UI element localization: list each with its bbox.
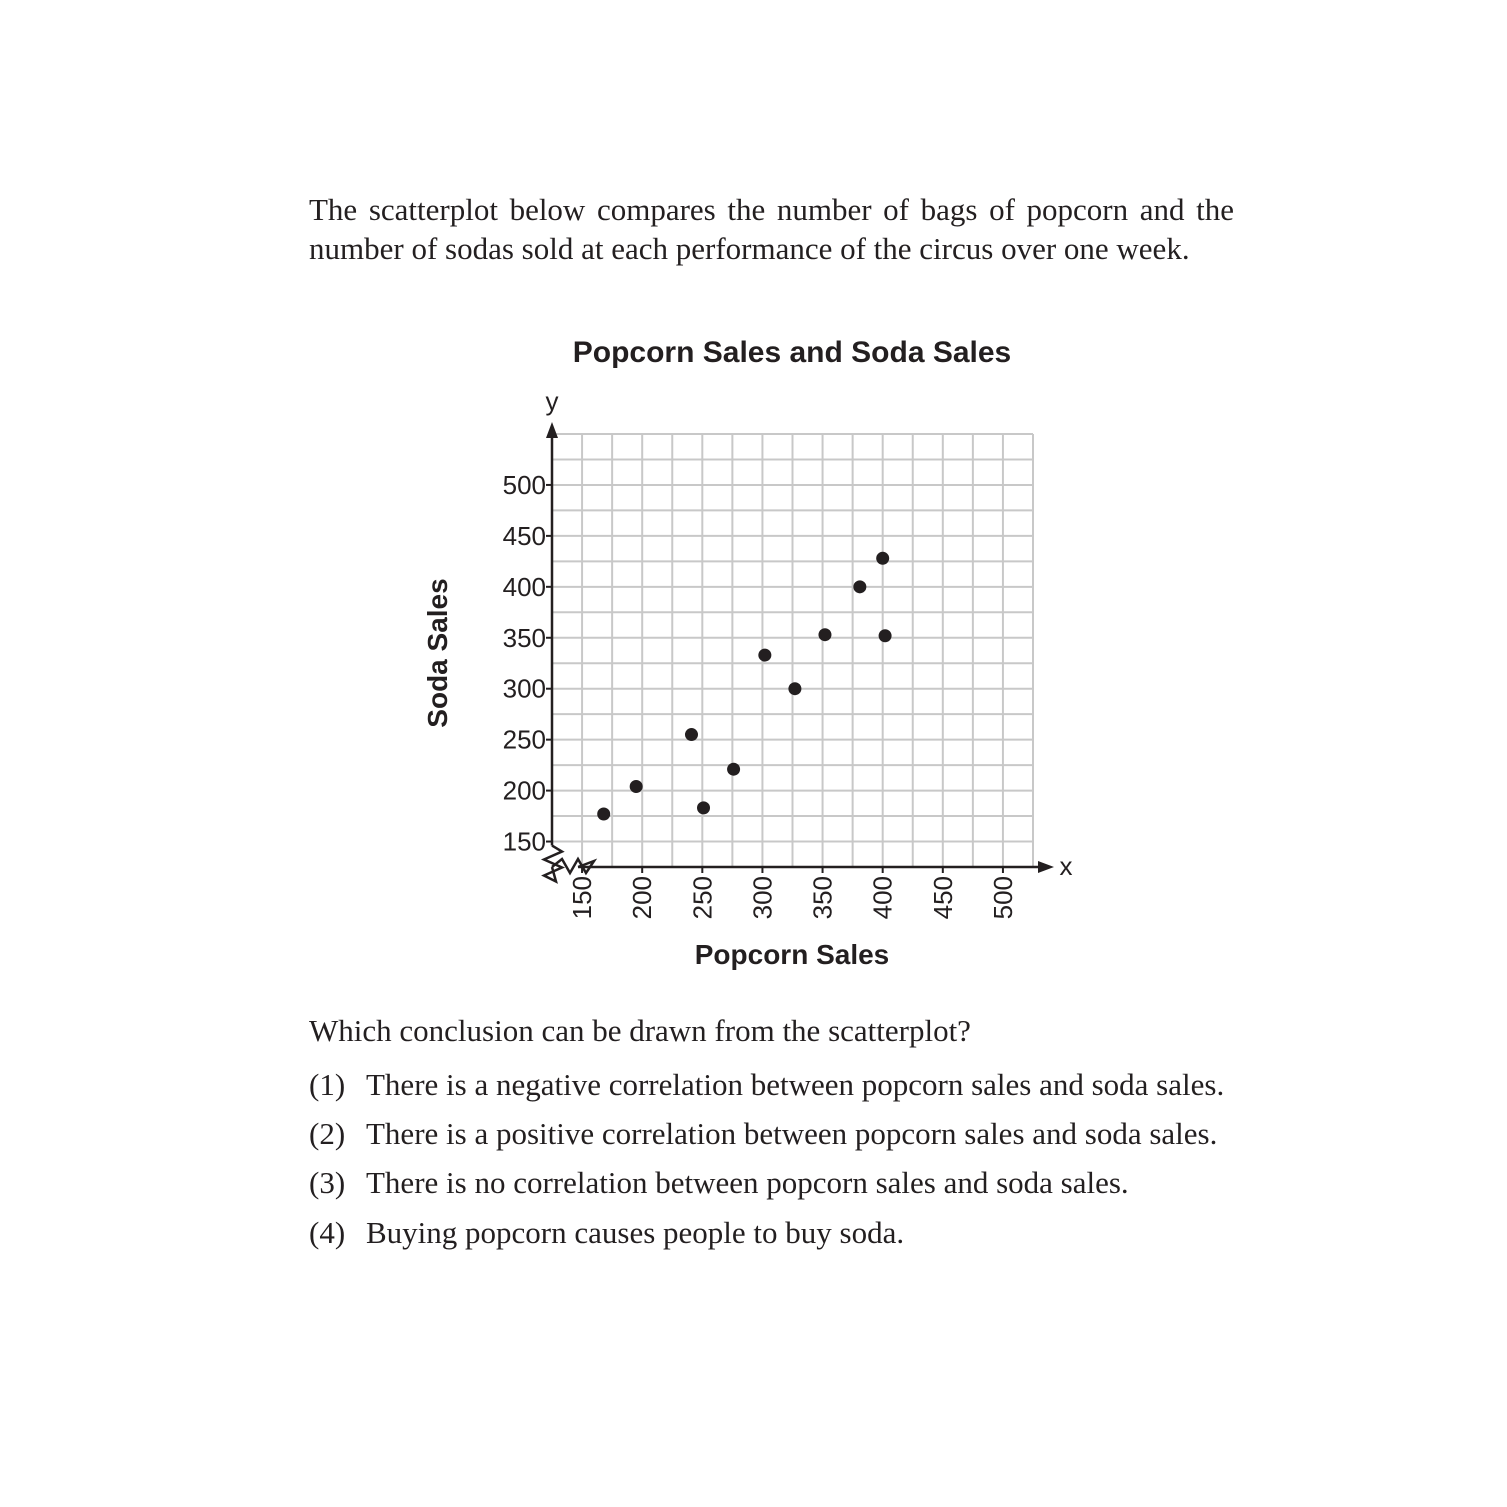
answer-choices: (1) There is a negative correlation betw… bbox=[309, 1065, 1234, 1262]
y-axis-letter: y bbox=[546, 386, 559, 416]
axes bbox=[540, 422, 1054, 884]
y-tick-label: 150 bbox=[503, 827, 546, 857]
choice-text: There is a positive correlation between … bbox=[366, 1116, 1218, 1151]
y-tick-label: 450 bbox=[503, 521, 546, 551]
choice-text: There is no correlation between popcorn … bbox=[366, 1165, 1129, 1200]
choice-number: (4) bbox=[309, 1215, 346, 1250]
intro-paragraph: The scatterplot below compares the numbe… bbox=[309, 192, 1234, 266]
choice-number: (2) bbox=[309, 1116, 346, 1151]
choice-4[interactable]: (4) Buying popcorn causes people to buy … bbox=[309, 1213, 1234, 1252]
choice-1[interactable]: (1) There is a negative correlation betw… bbox=[309, 1065, 1234, 1104]
choice-3[interactable]: (3) There is no correlation between popc… bbox=[309, 1163, 1234, 1202]
x-axis-arrow bbox=[1038, 861, 1054, 873]
chart-title: Popcorn Sales and Soda Sales bbox=[573, 336, 1012, 369]
y-tick-label: 250 bbox=[503, 725, 546, 755]
x-tick-label: 350 bbox=[808, 876, 838, 919]
data-point bbox=[597, 807, 611, 821]
question-text: Which conclusion can be drawn from the s… bbox=[309, 1013, 971, 1048]
choice-text: Buying popcorn causes people to buy soda… bbox=[366, 1215, 905, 1250]
y-tick-label: 400 bbox=[503, 572, 546, 602]
data-point bbox=[758, 648, 772, 662]
x-tick-label: 500 bbox=[988, 876, 1018, 919]
data-point bbox=[629, 780, 643, 794]
choice-number: (3) bbox=[309, 1165, 346, 1200]
x-tick-label: 300 bbox=[747, 876, 777, 919]
x-tick-label: 400 bbox=[868, 876, 898, 919]
y-tick-label: 500 bbox=[503, 470, 546, 500]
x-axis-break bbox=[551, 856, 598, 876]
data-point bbox=[876, 551, 890, 565]
data-points bbox=[597, 551, 892, 821]
y-tick-label: 200 bbox=[503, 776, 546, 806]
data-point bbox=[697, 801, 711, 815]
x-tick-label: 450 bbox=[928, 876, 958, 919]
x-tick-label: 200 bbox=[627, 876, 657, 919]
choice-2[interactable]: (2) There is a positive correlation betw… bbox=[309, 1114, 1234, 1153]
data-point bbox=[818, 628, 832, 642]
y-axis-arrow bbox=[546, 422, 558, 438]
data-point bbox=[853, 580, 867, 594]
x-axis-letter: x bbox=[1060, 851, 1073, 881]
y-tick-label: 350 bbox=[503, 623, 546, 653]
x-tick-label: 150 bbox=[567, 876, 597, 919]
x-tick-label: 250 bbox=[687, 876, 717, 919]
grid bbox=[552, 433, 1034, 867]
x-axis-title: Popcorn Sales bbox=[695, 939, 890, 970]
data-point bbox=[878, 629, 892, 643]
y-axis-break bbox=[540, 844, 566, 884]
data-point bbox=[727, 762, 741, 776]
choice-number: (1) bbox=[309, 1067, 346, 1102]
tick-labels: 150 200 250 300 350 400 450 500 150 200 250 300 350 4… bbox=[503, 470, 1018, 919]
data-point bbox=[684, 728, 698, 742]
choice-text: There is a negative correlation between … bbox=[366, 1067, 1225, 1102]
data-point bbox=[788, 682, 802, 696]
y-tick-label: 300 bbox=[503, 674, 546, 704]
y-axis-title: Soda Sales bbox=[422, 578, 453, 727]
